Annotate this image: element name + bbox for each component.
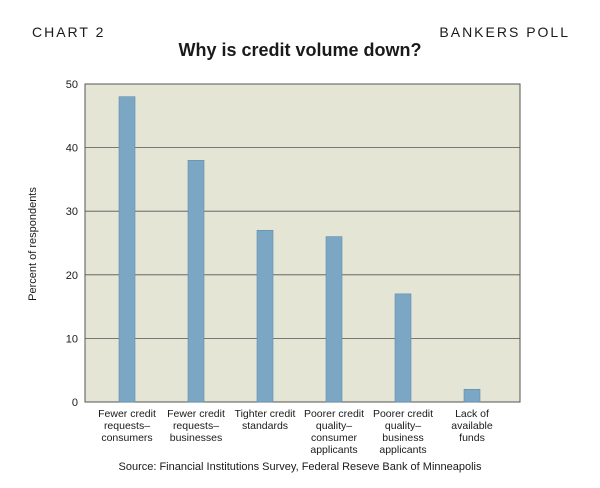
chart-title: Why is credit volume down? [178, 40, 422, 60]
bar-3 [256, 229, 274, 403]
y-tick-label-0: 0 [72, 397, 78, 409]
x-category-label-3: Tighter credit standards [234, 408, 296, 432]
y-tick-label-10: 10 [66, 333, 78, 345]
bars [118, 96, 481, 403]
x-category-label-2: Fewer credit requests– businesses [167, 408, 225, 444]
source-note: Source: Financial Institutions Survey, F… [118, 461, 482, 473]
y-tick-label-30: 30 [66, 206, 78, 218]
bar-1 [118, 96, 136, 403]
bar-5 [394, 293, 412, 403]
x-category-label-4: Poorer credit quality– consumer applican… [303, 408, 365, 456]
chart-number: CHART 2 [32, 24, 106, 40]
bar-2 [187, 160, 205, 403]
x-category-label-6: Lack of available funds [451, 408, 493, 444]
y-tick-labels: 0 10 20 30 40 50 [66, 79, 78, 409]
series-label: BANKERS POLL [439, 24, 570, 40]
y-tick-label-50: 50 [66, 79, 78, 91]
bar-6 [463, 388, 481, 403]
plot-area [84, 83, 521, 403]
y-tick-label-40: 40 [66, 143, 78, 155]
y-tick-label-20: 20 [66, 270, 78, 282]
x-category-label-5: Poorer credit quality– business applican… [372, 408, 434, 456]
x-category-label-1: Fewer credit requests– consumers [98, 408, 156, 444]
bar-4 [325, 236, 343, 403]
gridlines [85, 147, 520, 339]
